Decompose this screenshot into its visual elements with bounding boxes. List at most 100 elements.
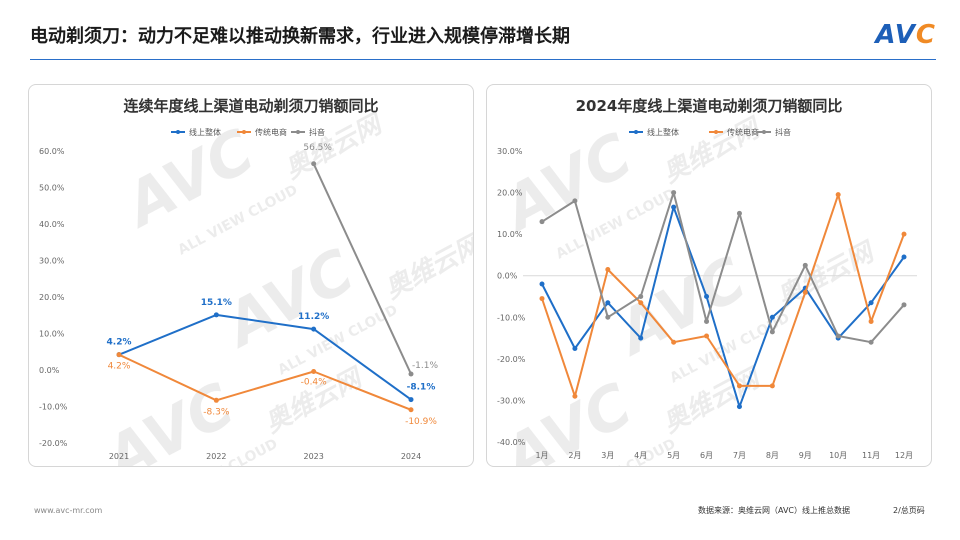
data-point-douyin <box>605 314 611 320</box>
data-point-traditional-ecom <box>408 407 414 413</box>
data-point-douyin <box>901 302 907 308</box>
y-tick-label: -20.0% <box>497 355 526 364</box>
data-point-traditional-ecom <box>901 231 907 237</box>
series-line-online-total <box>541 206 905 408</box>
x-tick-label: 8月 <box>766 451 779 460</box>
x-tick-label: 2023 <box>303 452 323 461</box>
y-tick-label: 30.0% <box>39 257 65 266</box>
x-tick-label: 2月 <box>568 451 581 460</box>
legend-label-online-total: 线上整体 <box>647 127 679 137</box>
y-tick-label: 20.0% <box>39 293 65 302</box>
data-point-online-total <box>539 281 545 287</box>
data-point-traditional-ecom <box>638 300 644 306</box>
legend-marker-traditional-ecom <box>714 130 718 134</box>
y-tick-label: 30.0% <box>497 147 523 156</box>
legend-label-douyin: 抖音 <box>775 127 791 137</box>
series-line-douyin <box>312 163 412 375</box>
data-point-douyin <box>736 210 742 216</box>
x-tick-label: 9月 <box>799 451 812 460</box>
watermark-brand: 奥维云网 <box>380 228 473 305</box>
data-label-online-total: 11.2% <box>298 312 329 322</box>
website-url[interactable]: www.avc-mr.com <box>34 506 103 515</box>
data-point-traditional-ecom <box>802 289 808 295</box>
y-tick-label: 0.0% <box>39 366 60 375</box>
data-point-traditional-ecom <box>868 318 874 324</box>
data-point-traditional-ecom <box>539 296 545 302</box>
data-point-online-total <box>736 404 742 410</box>
data-source: 数据来源：奥维云网（AVC）线上推总数据 <box>698 506 851 515</box>
data-label-douyin: -1.1% <box>412 361 439 371</box>
data-point-traditional-ecom <box>311 368 317 374</box>
data-point-online-total <box>868 300 874 306</box>
series-line-traditional-ecom <box>541 193 905 398</box>
x-tick-label: 11月 <box>862 451 880 460</box>
data-point-traditional-ecom <box>769 383 775 389</box>
data-point-online-total <box>671 204 677 210</box>
data-point-online-total <box>901 254 907 260</box>
data-point-traditional-ecom <box>835 192 841 198</box>
data-point-online-total <box>408 397 414 403</box>
x-tick-label: 12月 <box>895 451 913 460</box>
data-point-traditional-ecom <box>116 352 122 358</box>
legend-label-traditional-ecom: 传统电商 <box>255 127 287 137</box>
data-label-douyin: 56.5% <box>303 143 332 153</box>
data-point-douyin <box>671 190 677 196</box>
y-tick-label: 10.0% <box>497 230 523 239</box>
legend-label-online-total: 线上整体 <box>189 127 221 137</box>
x-tick-label: 3月 <box>601 451 614 460</box>
avc-logo: AVC <box>875 20 936 50</box>
data-point-traditional-ecom <box>572 393 578 399</box>
y-tick-label: 20.0% <box>497 189 523 198</box>
page-title: 电动剃须刀：动力不足难以推动换新需求，行业进入规模停滞增长期 <box>30 26 570 47</box>
x-tick-label: 1月 <box>535 451 548 460</box>
data-label-traditional-ecom: -8.3% <box>203 407 230 417</box>
data-point-douyin <box>704 318 710 324</box>
watermark-brand: 奥维云网 <box>280 108 389 185</box>
data-label-online-total: 4.2% <box>107 338 132 348</box>
legend-marker-douyin <box>296 130 300 134</box>
legend-label-douyin: 抖音 <box>309 127 325 137</box>
x-tick-label: 2022 <box>206 452 226 461</box>
data-point-online-total <box>572 345 578 351</box>
chart-title: 2024年度线上渠道电动剃须刀销额同比 <box>576 97 843 115</box>
data-point-douyin <box>572 198 578 204</box>
data-label-traditional-ecom: -0.4% <box>301 377 328 387</box>
x-tick-label: 7月 <box>733 451 746 460</box>
data-point-online-total <box>213 312 219 318</box>
legend-marker-douyin <box>762 130 766 134</box>
data-point-traditional-ecom <box>605 266 611 272</box>
legend-marker-online-total <box>176 130 180 134</box>
series-line-douyin <box>541 191 905 344</box>
data-point-douyin <box>311 161 317 167</box>
y-tick-label: 40.0% <box>39 220 65 229</box>
data-point-online-total <box>605 300 611 306</box>
data-point-online-total <box>704 294 710 299</box>
logo-dot: C <box>915 20 936 50</box>
legend-marker-traditional-ecom <box>242 130 246 134</box>
data-point-traditional-ecom <box>213 397 219 403</box>
x-tick-label: 6月 <box>700 451 713 460</box>
data-point-traditional-ecom <box>671 339 677 345</box>
x-tick-label: 2021 <box>109 452 129 461</box>
y-tick-label: -40.0% <box>497 438 526 447</box>
y-tick-label: -10.0% <box>39 403 68 412</box>
legend-marker-online-total <box>634 130 638 134</box>
y-tick-label: 50.0% <box>39 184 65 193</box>
data-point-douyin <box>769 329 775 335</box>
y-tick-label: -30.0% <box>497 396 526 405</box>
series-line-online-total <box>118 313 412 401</box>
data-point-douyin <box>638 294 644 299</box>
watermark-brand: 奥维云网 <box>658 112 767 189</box>
watermark-logo: AVC <box>490 370 644 466</box>
data-point-online-total <box>769 314 775 320</box>
x-tick-label: 10月 <box>829 451 847 460</box>
y-tick-label: -10.0% <box>497 313 526 322</box>
chart-title: 连续年度线上渠道电动剃须刀销额同比 <box>123 97 378 115</box>
y-tick-label: 0.0% <box>497 272 518 281</box>
y-tick-label: -20.0% <box>39 439 68 448</box>
x-tick-label: 5月 <box>667 451 680 460</box>
annual-yoy-chart-panel: AVC 奥维云网 ALL VIEW CLOUD AVC 奥维云网 ALL VIEW CLO… <box>28 84 474 467</box>
legend-label-traditional-ecom: 传统电商 <box>727 127 759 137</box>
